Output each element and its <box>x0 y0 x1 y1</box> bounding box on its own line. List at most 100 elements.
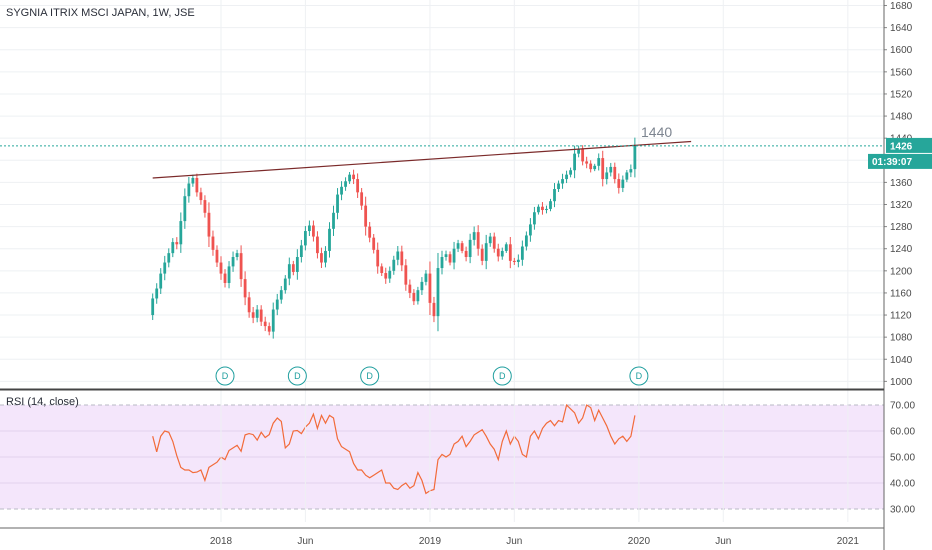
candle-body <box>609 166 613 173</box>
candle-body <box>573 153 576 171</box>
y-tick-label: 1200 <box>890 266 913 277</box>
candle-body <box>432 302 436 317</box>
candle-body <box>412 292 416 302</box>
y-tick-label: 1040 <box>890 355 913 366</box>
y-tick-label: 1560 <box>890 67 913 78</box>
candle-body <box>496 248 500 257</box>
y-tick-label: 1640 <box>890 23 913 34</box>
candle-body <box>179 221 183 245</box>
candle-body <box>557 183 560 190</box>
candle-body <box>613 166 617 180</box>
candle-body <box>520 246 524 260</box>
candle-body <box>448 254 452 263</box>
candle-body <box>392 259 396 271</box>
candle-body <box>585 161 589 164</box>
dividend-marker <box>492 366 512 386</box>
candle-body <box>420 281 424 291</box>
candle-body <box>332 212 335 229</box>
candle-body <box>545 208 548 211</box>
candle-body <box>287 264 291 279</box>
candle-body <box>444 254 448 258</box>
candle-body <box>492 236 496 249</box>
candle-body <box>336 194 339 213</box>
y-tick-label: 1240 <box>890 244 913 255</box>
candle-body <box>468 239 472 258</box>
candle-body <box>597 158 601 166</box>
candle-body <box>440 257 444 269</box>
candle-body <box>617 179 621 188</box>
dividend-label: D <box>499 371 506 381</box>
candle-body <box>356 179 360 193</box>
y-tick-label: 1280 <box>890 222 913 233</box>
trendline-label: 1440 <box>641 124 672 140</box>
candle-body <box>283 278 287 291</box>
candle-body <box>549 201 552 209</box>
price-tag-label: 1426 <box>890 141 913 152</box>
candle-body <box>372 237 376 250</box>
candle-body <box>207 212 211 237</box>
y-tick-label: 1680 <box>890 1 913 12</box>
x-tick-label: 2021 <box>837 536 860 547</box>
candle-body <box>529 224 532 236</box>
candle-body <box>416 290 420 302</box>
candle-body <box>460 243 464 251</box>
countdown-tag <box>868 153 932 169</box>
candle-body <box>516 259 520 262</box>
candle-body <box>488 236 492 244</box>
candle-body <box>159 273 163 289</box>
candle-body <box>452 248 456 263</box>
candle-body <box>275 299 279 310</box>
trendline <box>152 140 692 179</box>
candle-body <box>404 265 408 285</box>
candle-body <box>312 225 315 237</box>
candle-body <box>504 244 508 251</box>
candle-body <box>436 268 440 317</box>
candle-body <box>408 284 412 293</box>
candle-body <box>175 242 179 245</box>
candle-body <box>484 243 488 261</box>
candle-body <box>203 200 207 213</box>
candle-body <box>235 253 239 258</box>
price-tag <box>886 137 932 153</box>
candle-body <box>400 251 404 266</box>
dividend-label: D <box>294 371 301 381</box>
candle-body <box>324 250 327 263</box>
dividend-label: D <box>222 371 229 381</box>
y-tick-label: 1000 <box>890 377 913 388</box>
candle-body <box>295 257 299 272</box>
candle-body <box>227 266 231 283</box>
candle-body <box>308 225 311 232</box>
candle-body <box>223 273 227 283</box>
chart-title: SYGNIA ITRIX MSCI JAPAN, 1W, JSE <box>6 7 195 19</box>
candle-body <box>215 249 219 263</box>
candle-body <box>577 149 581 154</box>
candle-body <box>553 189 556 202</box>
candle-body <box>251 312 255 318</box>
candle-body <box>344 181 347 187</box>
candle-body <box>163 262 167 274</box>
candle-body <box>259 309 263 322</box>
candle-body <box>633 145 637 170</box>
candle-body <box>569 170 572 175</box>
x-tick-label: Jun <box>506 536 522 547</box>
candle-body <box>247 297 251 313</box>
candle-body <box>537 206 540 213</box>
candle-body <box>472 232 476 240</box>
dividend-label: D <box>636 371 643 381</box>
candle-body <box>380 266 384 274</box>
candle-body <box>593 165 597 170</box>
rsi-tick-label: 60.00 <box>890 427 915 438</box>
candle-body <box>533 212 536 225</box>
candle-body <box>348 174 351 182</box>
candle-body <box>508 244 512 261</box>
y-tick-label: 1120 <box>890 311 912 322</box>
candle-body <box>328 228 331 251</box>
rsi-tick-label: 70.00 <box>890 401 915 412</box>
x-tick-label: 2019 <box>419 536 442 547</box>
rsi-series-line <box>152 403 636 495</box>
candle-body <box>219 262 223 274</box>
candle-body <box>565 174 568 180</box>
rsi-pane <box>0 403 884 510</box>
y-tick-label: 1160 <box>890 288 912 299</box>
